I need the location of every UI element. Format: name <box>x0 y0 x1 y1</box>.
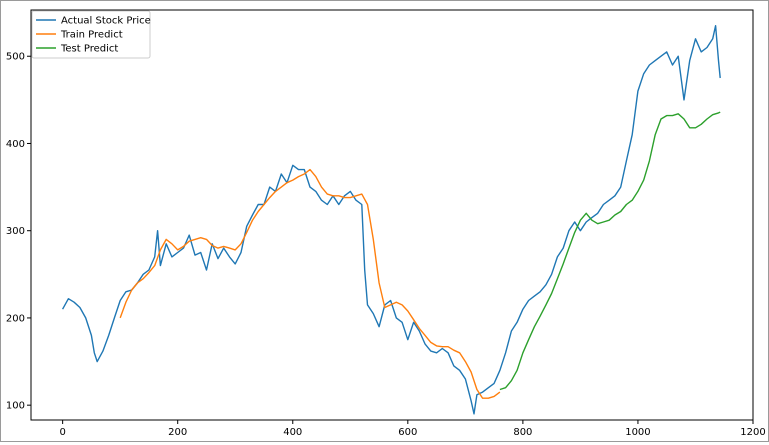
legend-label-2: Train Predict <box>60 30 123 41</box>
x-tick-label: 200 <box>168 427 187 438</box>
series-lines <box>61 25 721 415</box>
plot-area <box>30 9 754 421</box>
axis-ticks: 0 200 400 600 800 1000 1200 100 200 300 400 500 <box>6 52 766 438</box>
series-line-2 <box>119 168 501 399</box>
y-tick-label: 200 <box>6 313 25 324</box>
legend-label-1: Actual Stock Price <box>61 16 151 27</box>
y-tick-label: 400 <box>6 139 25 150</box>
legend-box <box>31 10 151 59</box>
series-line-1 <box>61 25 721 415</box>
legend: Actual Stock Price Train Predict Test Pred… <box>31 10 151 59</box>
y-tick-label: 500 <box>6 52 25 63</box>
legend-label-3: Test Predict <box>60 44 118 55</box>
series-line-3 <box>499 111 721 391</box>
y-tick-label: 100 <box>6 401 25 412</box>
x-tick-label: 600 <box>398 427 417 438</box>
x-tick-label: 0 <box>59 427 65 438</box>
x-tick-label: 1200 <box>740 427 765 438</box>
x-tick-label: 1000 <box>625 427 650 438</box>
x-tick-label: 800 <box>513 427 532 438</box>
y-tick-label: 300 <box>6 226 25 237</box>
x-tick-label: 400 <box>283 427 302 438</box>
